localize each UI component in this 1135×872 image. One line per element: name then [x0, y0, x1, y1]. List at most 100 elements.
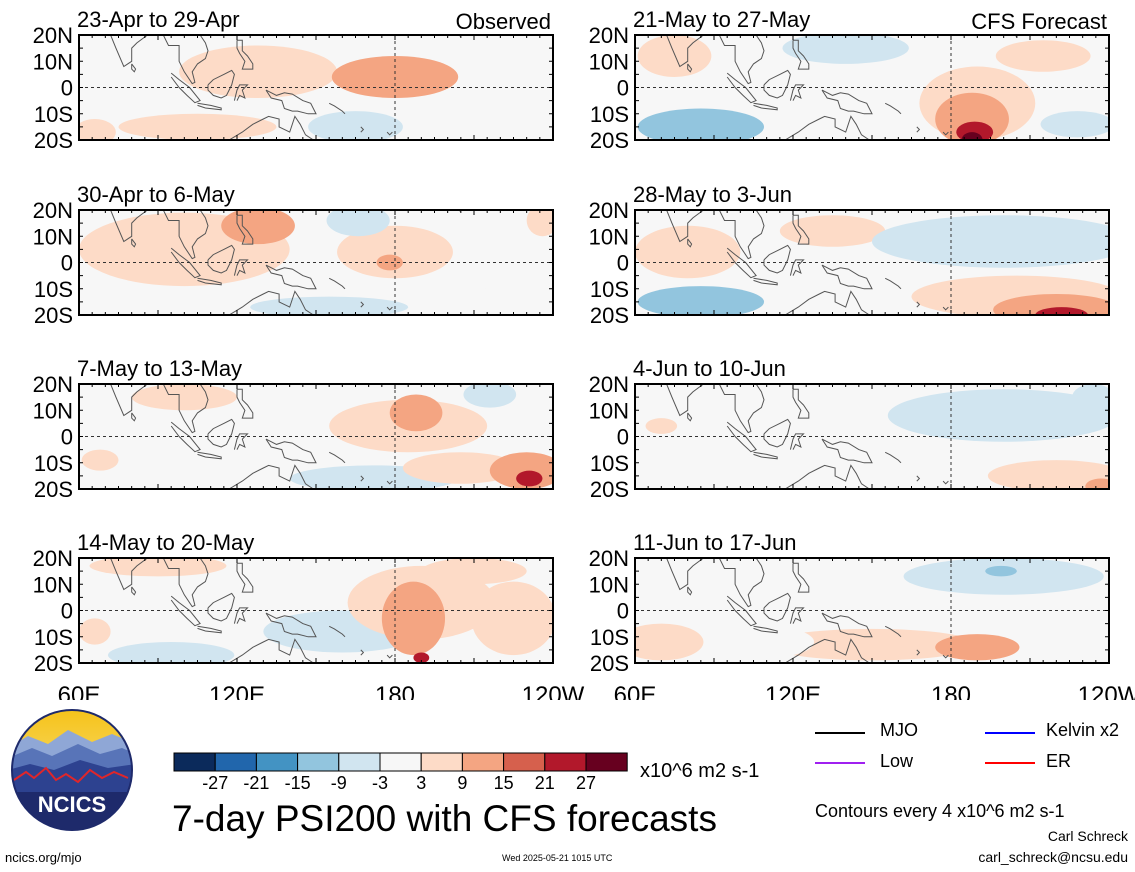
- psi-anomaly-blob: [81, 449, 119, 471]
- y-tick-label: 10S: [34, 102, 73, 127]
- x-tick-label: 120W: [1078, 682, 1135, 700]
- coastline: [884, 625, 902, 638]
- coastline: [718, 558, 765, 608]
- coastline: [265, 264, 317, 290]
- coastline: [228, 290, 314, 315]
- x-tick-label: 120E: [209, 682, 265, 700]
- coastline: [162, 558, 209, 608]
- y-tick-label: 10S: [590, 277, 629, 302]
- psi-anomaly-blob: [779, 215, 886, 247]
- colorbar-swatch: [503, 752, 546, 772]
- panel-title: 7-May to 13-May: [77, 356, 242, 381]
- coastline: [687, 586, 693, 596]
- psi-anomaly-blob: [887, 389, 1109, 442]
- y-tick-label: 20S: [590, 128, 629, 153]
- coastline: [207, 592, 235, 622]
- y-tick-label: 10N: [33, 398, 73, 423]
- coastline: [360, 126, 365, 133]
- psi-anomaly-blob: [635, 225, 741, 279]
- coastlines: [666, 35, 1018, 140]
- coastline: [265, 89, 317, 115]
- psi-anomaly-blob: [221, 210, 295, 245]
- psi-field: [645, 384, 1109, 489]
- main-title: 7-day PSI200 with CFS forecasts: [172, 798, 717, 839]
- y-tick-label: 20S: [590, 303, 629, 328]
- y-tick-label: 20S: [34, 651, 73, 676]
- coastline: [718, 210, 765, 260]
- coastline: [228, 638, 314, 663]
- coastline: [328, 102, 346, 115]
- psi-anomaly-blob: [308, 111, 403, 140]
- colorbar-swatch: [420, 752, 463, 772]
- panel-frame: [78, 557, 554, 664]
- colorbar-swatch: [338, 752, 381, 772]
- psi-anomaly-blob: [107, 642, 235, 663]
- coastline: [360, 475, 365, 482]
- coastline: [753, 102, 778, 111]
- coastline: [233, 84, 249, 101]
- coastline: [386, 131, 393, 136]
- coastline: [265, 612, 317, 638]
- coastline: [386, 480, 393, 485]
- panel-title: 14-May to 20-May: [77, 530, 254, 555]
- psi-anomaly-blob: [402, 452, 519, 484]
- ncics-logo: NCICS: [8, 708, 136, 832]
- map-panel: 21-May to 27-May CFS Forecast 20N10N010S20…: [589, 7, 1110, 153]
- panel-title: 4-Jun to 10-Jun: [633, 356, 786, 381]
- coastline: [207, 418, 235, 448]
- psi-anomaly-blob: [389, 394, 443, 432]
- y-tick-label: 10N: [589, 572, 629, 597]
- coastline: [687, 63, 693, 73]
- colorbar-swatch: [461, 752, 505, 772]
- psi-anomaly-blob: [645, 418, 678, 434]
- panel-title: 21-May to 27-May: [633, 7, 810, 32]
- y-tick-label: 10S: [34, 625, 73, 650]
- credit-email: carl_schreck@ncsu.edu: [978, 849, 1128, 865]
- colorbar-label: -3: [372, 773, 388, 793]
- y-tick-label: 20N: [589, 23, 629, 48]
- y-tick-label: 20N: [33, 198, 73, 223]
- coastline: [110, 35, 148, 68]
- coastline: [236, 39, 254, 70]
- y-tick-label: 10S: [590, 102, 629, 127]
- panel-frame: [78, 383, 554, 490]
- coastline: [916, 649, 921, 656]
- y-tick-label: 10N: [33, 49, 73, 74]
- credit-name: Carl Schreck: [1047, 828, 1128, 844]
- coastline: [328, 451, 346, 464]
- psi-anomaly-blob: [250, 296, 409, 315]
- coastline: [666, 558, 704, 591]
- coastline: [789, 433, 805, 450]
- psi-field: [637, 35, 1109, 140]
- coastlines: [666, 210, 1018, 315]
- coastline: [131, 412, 137, 422]
- colorbar-label: 27: [576, 773, 596, 793]
- psi-anomaly-blob: [635, 623, 704, 661]
- psi-anomaly-blob: [782, 35, 909, 64]
- colorbar-swatch: [297, 752, 340, 772]
- x-tick-label: 60E: [614, 682, 657, 700]
- coastline: [942, 654, 949, 659]
- coastline: [236, 214, 254, 245]
- legend-line-swatch: [815, 732, 865, 734]
- colorbar-label: 3: [416, 773, 426, 793]
- psi-anomaly-blob: [766, 628, 978, 661]
- coastline: [784, 638, 870, 663]
- psi-anomaly-blob: [413, 652, 430, 663]
- psi-anomaly-blob: [995, 40, 1091, 72]
- coastline: [942, 480, 949, 485]
- psi-field: [79, 35, 553, 140]
- coastline: [821, 89, 873, 115]
- legend-line-swatch: [985, 732, 1035, 734]
- coastline: [784, 290, 870, 315]
- coastline: [763, 69, 791, 99]
- psi-field: [79, 558, 553, 663]
- coastline: [666, 384, 704, 417]
- psi-anomaly-blob: [935, 634, 1020, 661]
- colorbar-swatch: [173, 752, 216, 772]
- y-tick-label: 20S: [590, 477, 629, 502]
- colorbar-swatch: [379, 752, 422, 772]
- psi-anomaly-blob: [79, 618, 111, 645]
